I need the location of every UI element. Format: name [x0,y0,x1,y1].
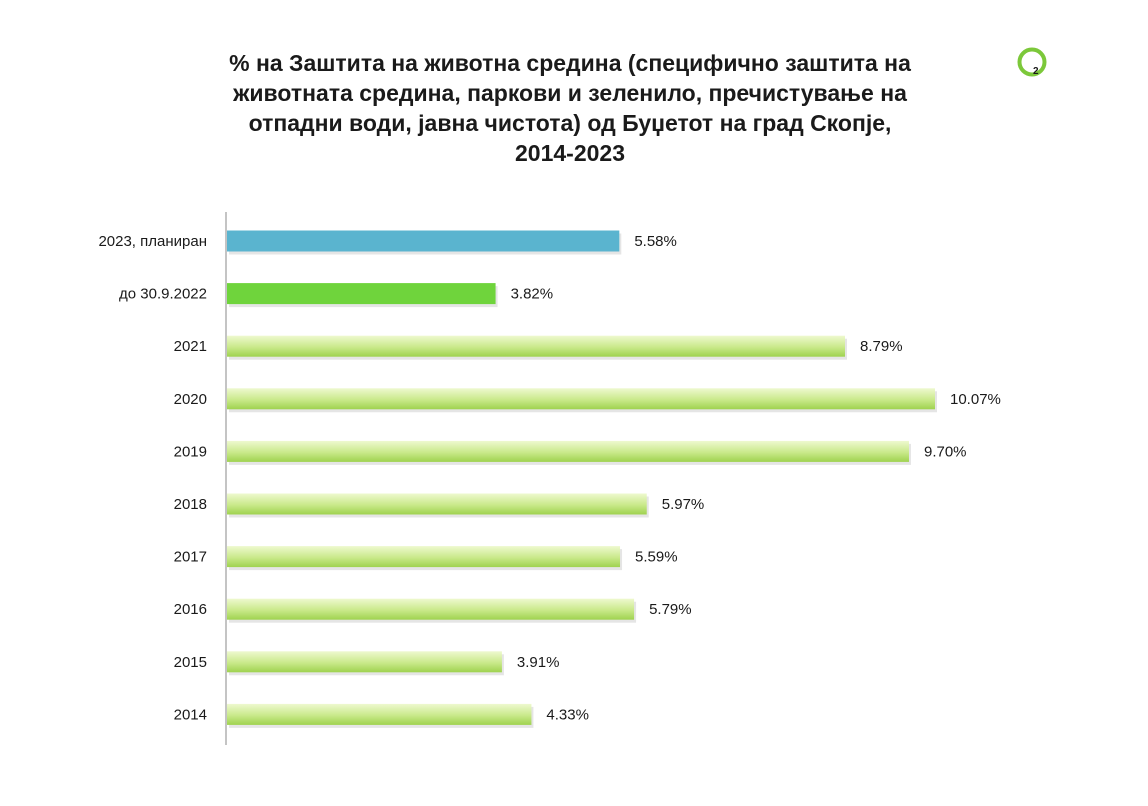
chart-title-line-4: 2014-2023 [515,140,625,166]
page-number: 2 [1033,66,1039,77]
bar-1 [227,230,620,252]
chart-title-line-2: животната средина, паркови и зеленило, п… [233,80,907,106]
value-label: 5.59% [635,549,678,566]
value-label: 5.97% [662,496,705,513]
category-label: 2021 [174,338,207,355]
bar-4 [227,388,935,410]
bar-9 [227,651,502,673]
category-label: до 30.9.2022 [119,286,207,303]
value-label: 3.91% [517,654,560,671]
category-label: 2014 [174,706,207,723]
value-label: 9.70% [924,443,967,460]
bar-3 [227,335,846,357]
value-label: 5.58% [634,233,677,250]
value-label: 4.33% [546,706,589,723]
bar-2 [227,283,496,305]
bar-8 [227,598,635,620]
page-badge-ring-icon [1016,46,1048,78]
category-label: 2023, планиран [98,233,207,250]
chart-title: % на Заштита на животна средина (специфи… [150,48,990,168]
category-label: 2020 [174,391,207,408]
bar-5 [227,440,909,462]
chart-title-line-1: % на Заштита на животна средина (специфи… [229,50,911,76]
category-label: 2018 [174,496,207,513]
chart-title-line-3: отпадни води, јавна чистота) од Буџетот … [248,110,892,136]
value-label: 10.07% [950,391,1001,408]
bar-6 [227,493,647,515]
value-label: 5.79% [649,601,692,618]
bar-10 [227,703,532,725]
value-label: 3.82% [511,286,554,303]
category-label: 2015 [174,654,207,671]
value-label: 8.79% [860,338,903,355]
category-label: 2017 [174,549,207,566]
bar-7 [227,546,621,568]
category-label: 2016 [174,601,207,618]
category-label: 2019 [174,443,207,460]
